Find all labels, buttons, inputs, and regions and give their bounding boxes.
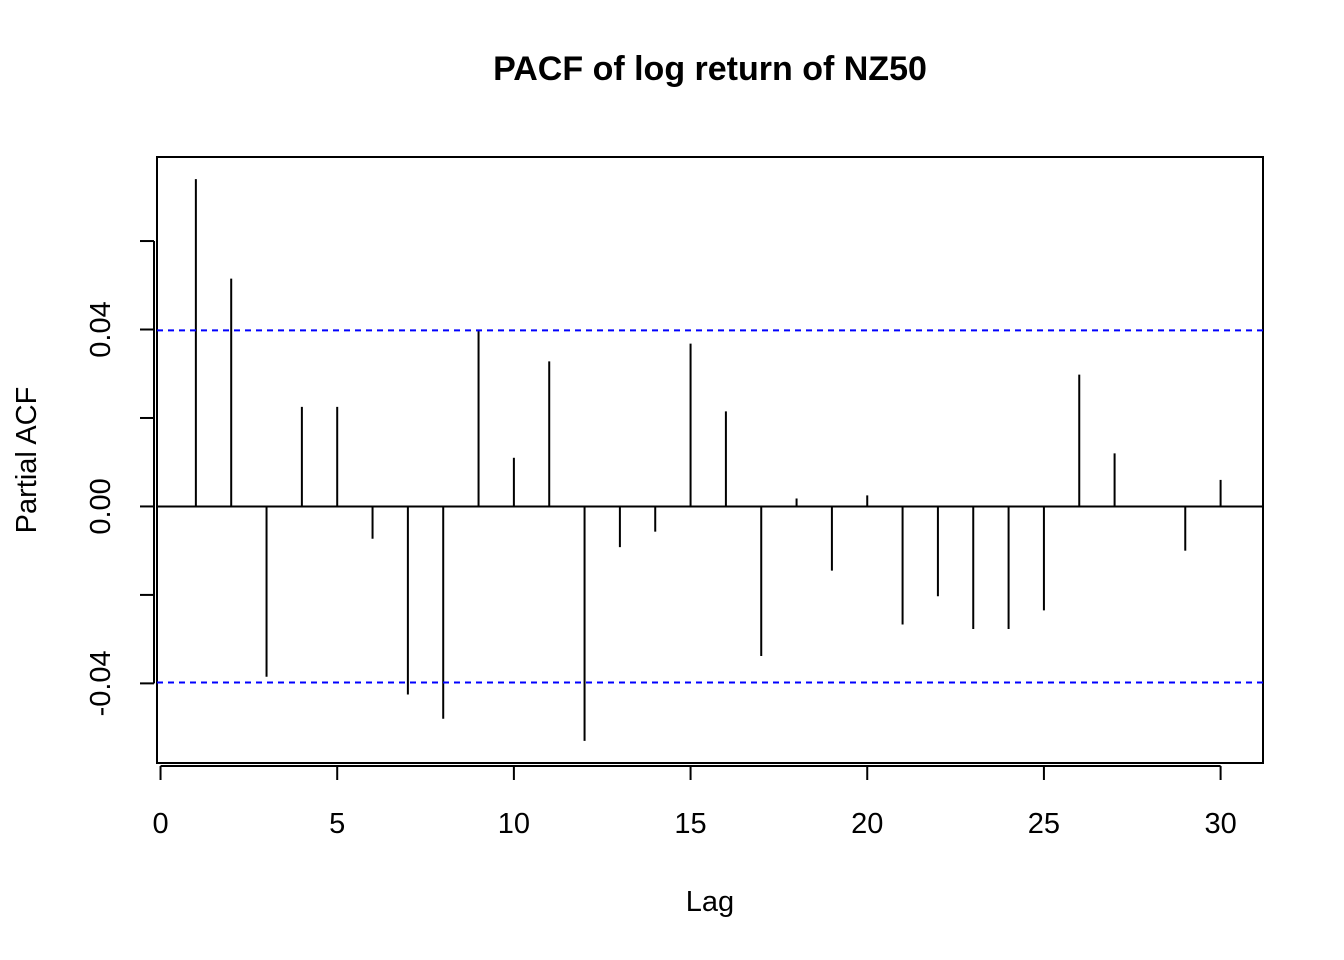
- x-tick-label: 10: [498, 808, 530, 840]
- y-axis-label: Partial ACF: [11, 387, 43, 534]
- x-tick-label: 25: [1028, 808, 1060, 840]
- pacf-bars: [194, 179, 1222, 741]
- x-axis-label: Lag: [686, 886, 734, 918]
- reference-lines: [157, 329, 1263, 684]
- chart-title: PACF of log return of NZ50: [493, 50, 927, 88]
- x-axis: 0 5 10 15 20 25 30: [152, 765, 1237, 840]
- y-tick-label: 0.04: [85, 301, 117, 357]
- x-tick-label: 20: [851, 808, 883, 840]
- x-tick-label: 15: [674, 808, 706, 840]
- x-tick-label: 0: [152, 808, 168, 840]
- y-axis: -0.04 0.00 0.04: [85, 240, 155, 716]
- y-tick-label: -0.04: [85, 650, 117, 716]
- x-tick-label: 5: [329, 808, 345, 840]
- plot-frame: [156, 156, 1264, 764]
- x-tick-label: 30: [1204, 808, 1236, 840]
- y-tick-label: 0.00: [85, 478, 117, 534]
